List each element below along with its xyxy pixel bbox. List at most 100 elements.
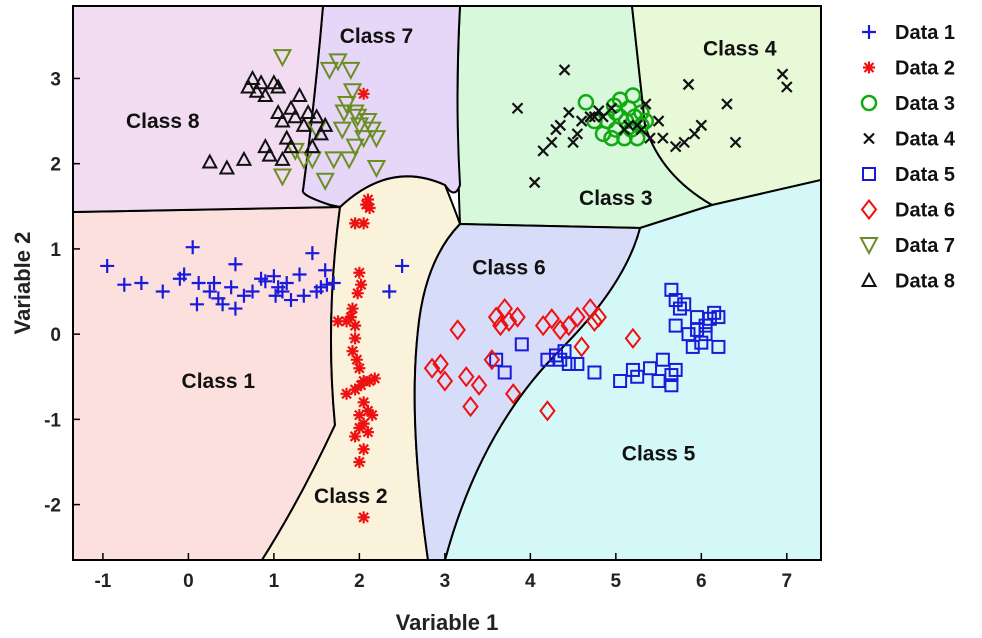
data-point — [563, 106, 575, 119]
legend-entry-2: Data 2 — [863, 58, 955, 80]
data-point — [346, 302, 359, 315]
data-point — [644, 132, 656, 144]
data-point — [353, 362, 366, 375]
data-point — [677, 297, 692, 312]
data-point — [240, 78, 257, 94]
data-point — [509, 306, 526, 328]
x-tick-label: 0 — [183, 571, 194, 592]
data-point — [228, 257, 243, 272]
data-point — [339, 151, 359, 170]
data-point — [423, 357, 441, 379]
data-point — [349, 332, 362, 345]
data-point — [590, 306, 608, 328]
data-point — [177, 267, 192, 282]
legend-label: Data 5 — [895, 164, 955, 186]
data-point — [117, 277, 132, 292]
legend-marker — [862, 25, 876, 39]
legend-marker — [860, 271, 878, 287]
data-point — [436, 370, 454, 392]
data-point — [257, 138, 274, 154]
data-point — [586, 310, 603, 332]
data-point — [340, 315, 353, 328]
data-point — [669, 140, 682, 153]
data-point — [483, 349, 501, 371]
x-tick-label: 3 — [440, 571, 451, 592]
data-point — [282, 138, 300, 154]
data-point — [244, 69, 261, 85]
legend-label: Data 4 — [895, 129, 956, 151]
plot-frame — [72, 5, 822, 561]
data-point — [207, 276, 222, 290]
region-label-5: Class 5 — [622, 442, 696, 465]
data-point — [637, 112, 655, 130]
x-tick-label: 1 — [269, 571, 280, 592]
data-point — [349, 319, 362, 332]
y-tick-label: -1 — [44, 410, 61, 431]
data-point — [272, 49, 293, 68]
data-point — [652, 115, 665, 127]
data-point — [283, 293, 298, 308]
series-1 — [100, 240, 410, 316]
data-point — [432, 353, 449, 375]
data-point — [357, 87, 370, 100]
data-point — [366, 159, 387, 179]
data-point — [274, 112, 291, 128]
data-point — [328, 53, 348, 72]
data-point — [558, 64, 571, 76]
data-point — [218, 159, 236, 175]
data-point — [252, 74, 270, 90]
data-point — [668, 293, 683, 308]
data-point — [353, 421, 366, 434]
data-point — [624, 327, 642, 350]
data-point — [191, 276, 206, 290]
data-point — [592, 105, 605, 117]
data-point — [537, 145, 549, 157]
data-point — [278, 129, 295, 145]
data-point — [319, 61, 340, 81]
data-point — [543, 308, 560, 330]
data-point — [272, 168, 293, 187]
data-point — [299, 103, 317, 120]
data-point — [567, 136, 579, 149]
data-point — [655, 352, 670, 367]
data-point — [382, 284, 397, 299]
data-point — [528, 176, 541, 189]
y-axis: -2 -1 0 1 2 3 — [44, 69, 80, 517]
data-point — [511, 102, 524, 115]
data-point — [100, 258, 115, 273]
legend-entry-5: Data 5 — [862, 164, 955, 186]
data-point — [688, 128, 701, 140]
data-point — [366, 409, 379, 422]
data-point — [711, 310, 726, 325]
x-tick-label: 7 — [782, 571, 793, 592]
data-point — [312, 125, 330, 141]
legend-marker — [863, 61, 875, 74]
data-point — [635, 123, 648, 136]
data-point — [315, 172, 335, 191]
data-point — [274, 150, 291, 166]
data-point — [672, 301, 687, 316]
legend-entry-6: Data 6 — [860, 198, 955, 222]
data-point — [292, 267, 307, 282]
legend-entry-8: Data 8 — [860, 271, 955, 293]
legend: Data 1 Data 2 Data 3 Data 4 Data 5 Data 6 Data… — [859, 22, 956, 293]
data-point — [357, 396, 370, 409]
data-point — [224, 280, 239, 295]
data-point — [362, 121, 382, 140]
region-labels: Class 1 Class 2 Class 3 Class 4 Class 5 Class… — [126, 25, 777, 508]
data-point — [295, 116, 312, 132]
data-point — [489, 352, 504, 367]
x-axis: -1 0 1 2 3 4 5 6 7 — [94, 553, 792, 592]
x-axis-label: Variable 1 — [396, 610, 499, 635]
data-point — [573, 336, 590, 358]
class-regions — [73, 6, 821, 560]
data-point — [258, 274, 273, 289]
x-tick-label: 5 — [611, 571, 622, 592]
data-point — [332, 121, 352, 140]
data-point — [275, 284, 290, 299]
data-point — [711, 339, 726, 354]
data-point — [248, 82, 265, 98]
data-point — [721, 98, 733, 110]
data-point — [668, 362, 683, 377]
data-point — [539, 400, 556, 422]
